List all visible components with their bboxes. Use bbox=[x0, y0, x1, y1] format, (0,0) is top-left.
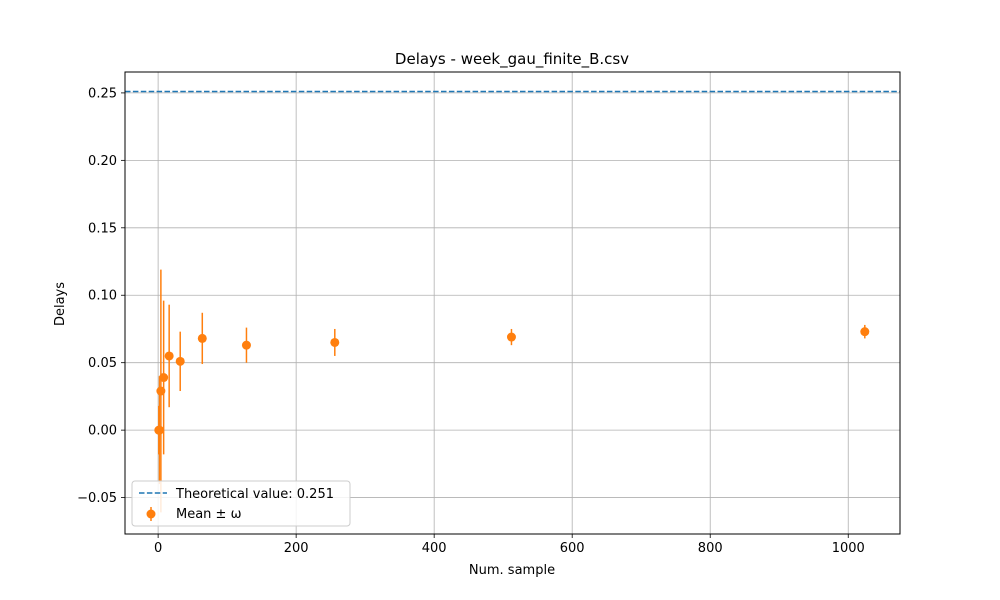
mean-point bbox=[176, 357, 185, 366]
y-tick-label: 0.10 bbox=[88, 289, 117, 304]
x-tick-label: 400 bbox=[422, 541, 447, 556]
y-axis-label: Delays bbox=[53, 282, 68, 326]
y-tick-label: 0.25 bbox=[88, 86, 117, 101]
legend-series-label: Mean ± ω bbox=[176, 507, 241, 522]
x-tick-label: 800 bbox=[698, 541, 723, 556]
x-tick-label: 0 bbox=[154, 541, 162, 556]
y-tick-label: 0.00 bbox=[88, 424, 117, 439]
mean-point bbox=[155, 426, 164, 435]
y-tick-label: 0.20 bbox=[88, 154, 117, 169]
mean-point bbox=[159, 373, 168, 382]
mean-point bbox=[165, 351, 174, 360]
y-tick-label: −0.05 bbox=[77, 491, 117, 506]
legend-marker-swatch bbox=[147, 510, 156, 519]
x-tick-label: 1000 bbox=[832, 541, 865, 556]
legend: Theoretical value: 0.251 Mean ± ω bbox=[132, 481, 350, 526]
mean-point bbox=[156, 387, 165, 396]
x-axis-label: Num. sample bbox=[469, 563, 555, 578]
mean-point bbox=[242, 341, 251, 350]
y-tick-label: 0.15 bbox=[88, 221, 117, 236]
y-tick-label: 0.05 bbox=[88, 356, 117, 371]
chart-title: Delays - week_gau_finite_B.csv bbox=[395, 50, 629, 69]
legend-reference-label: Theoretical value: 0.251 bbox=[175, 487, 334, 502]
x-tick-label: 600 bbox=[560, 541, 585, 556]
mean-point bbox=[330, 338, 339, 347]
mean-point bbox=[198, 334, 207, 343]
mean-point bbox=[507, 333, 516, 342]
x-tick-label: 200 bbox=[284, 541, 309, 556]
mean-point bbox=[860, 327, 869, 336]
